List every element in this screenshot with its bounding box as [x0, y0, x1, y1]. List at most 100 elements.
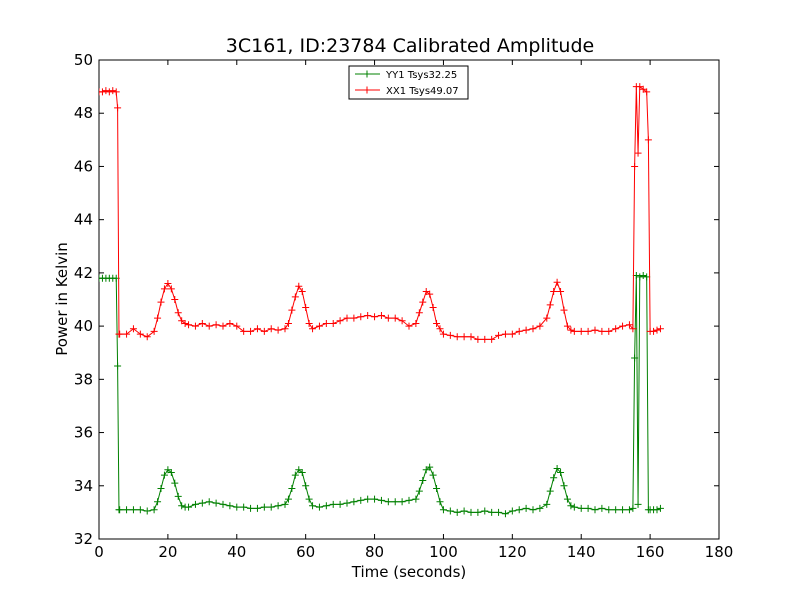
data-point	[419, 298, 427, 306]
data-point	[577, 504, 585, 512]
data-point	[136, 330, 144, 338]
data-point	[453, 508, 461, 516]
data-point	[553, 464, 561, 472]
data-point	[495, 508, 503, 516]
data-point	[634, 500, 642, 508]
data-point	[329, 500, 337, 508]
data-point	[398, 498, 406, 506]
data-point	[253, 325, 261, 333]
data-point	[384, 314, 392, 322]
data-point	[522, 326, 530, 334]
data-point	[185, 321, 193, 329]
x-tick-label: 140	[567, 543, 596, 561]
x-tick-label: 100	[429, 543, 458, 561]
data-point	[439, 506, 447, 514]
data-point	[109, 87, 117, 95]
data-point	[563, 495, 571, 503]
data-point	[563, 322, 571, 330]
data-point	[364, 311, 372, 319]
data-point	[105, 88, 113, 96]
data-point	[546, 487, 554, 495]
data-point	[632, 272, 640, 280]
axes-frame	[98, 59, 720, 540]
data-point	[529, 325, 537, 333]
data-point	[198, 499, 206, 507]
data-point	[429, 303, 437, 311]
legend-box	[348, 65, 469, 100]
data-point	[643, 273, 651, 281]
data-point	[371, 313, 379, 321]
data-point	[415, 309, 423, 317]
data-point	[174, 492, 182, 500]
data-point	[656, 325, 664, 333]
data-point	[129, 325, 137, 333]
data-point	[426, 463, 434, 471]
data-point	[260, 327, 268, 335]
data-point	[629, 325, 637, 333]
data-point	[529, 506, 537, 514]
y-tick-label: 42	[74, 264, 93, 282]
y-tick-label: 50	[74, 51, 93, 69]
data-point	[357, 313, 365, 321]
data-point	[154, 498, 162, 506]
data-point	[357, 496, 365, 504]
data-point	[295, 282, 303, 290]
data-point	[267, 325, 275, 333]
data-point	[150, 506, 158, 514]
ticks-layer: 0 20 40 60 80 100 120 140 160 180 32 34 36 38 40 42 44 46…	[74, 51, 733, 561]
data-point	[181, 319, 189, 327]
data-point	[302, 303, 310, 311]
data-point	[508, 330, 516, 338]
data-point	[136, 506, 144, 514]
data-point	[150, 327, 158, 335]
data-point	[567, 326, 575, 334]
data-point	[226, 502, 234, 510]
data-point	[656, 504, 664, 512]
data-point	[436, 498, 444, 506]
data-point	[212, 499, 220, 507]
data-point	[570, 327, 578, 335]
data-point	[315, 322, 323, 330]
data-point	[550, 474, 558, 482]
data-point	[501, 330, 509, 338]
data-point	[644, 136, 652, 144]
x-tick-label: 160	[636, 543, 665, 561]
data-point	[429, 471, 437, 479]
data-point	[643, 88, 651, 96]
data-point	[412, 495, 420, 503]
data-point	[298, 288, 306, 296]
plot-area: 0 20 40 60 80 100 120 140 160 180 32 34 36 38 40 42 44 46…	[74, 51, 733, 561]
data-point	[219, 322, 227, 330]
x-tick-label: 120	[498, 543, 527, 561]
data-point	[114, 104, 122, 112]
data-point	[619, 322, 627, 330]
data-point	[560, 306, 568, 314]
data-point	[391, 498, 399, 506]
chart-title: 3C161, ID:23784 Calibrated Amplitude	[226, 35, 594, 57]
data-point	[219, 500, 227, 508]
data-point	[481, 507, 489, 515]
data-point	[446, 507, 454, 515]
legend-marker-xx1	[363, 86, 371, 94]
y-tick-label: 38	[74, 370, 93, 388]
data-point	[123, 506, 131, 514]
data-point	[329, 319, 337, 327]
data-point	[567, 502, 575, 510]
data-point	[191, 322, 199, 330]
x-axis-label: Time (seconds)	[351, 563, 467, 581]
x-tick-label: 180	[705, 543, 734, 561]
series-layer	[99, 83, 664, 518]
data-point	[426, 290, 434, 298]
data-point	[639, 272, 647, 280]
data-point	[288, 484, 296, 492]
data-point	[584, 327, 592, 335]
data-point	[650, 327, 658, 335]
data-point	[550, 288, 558, 296]
data-point	[364, 495, 372, 503]
data-point	[419, 476, 427, 484]
data-point	[154, 314, 162, 322]
x-tick-label: 80	[365, 543, 384, 561]
data-point	[315, 503, 323, 511]
data-point	[508, 507, 516, 515]
